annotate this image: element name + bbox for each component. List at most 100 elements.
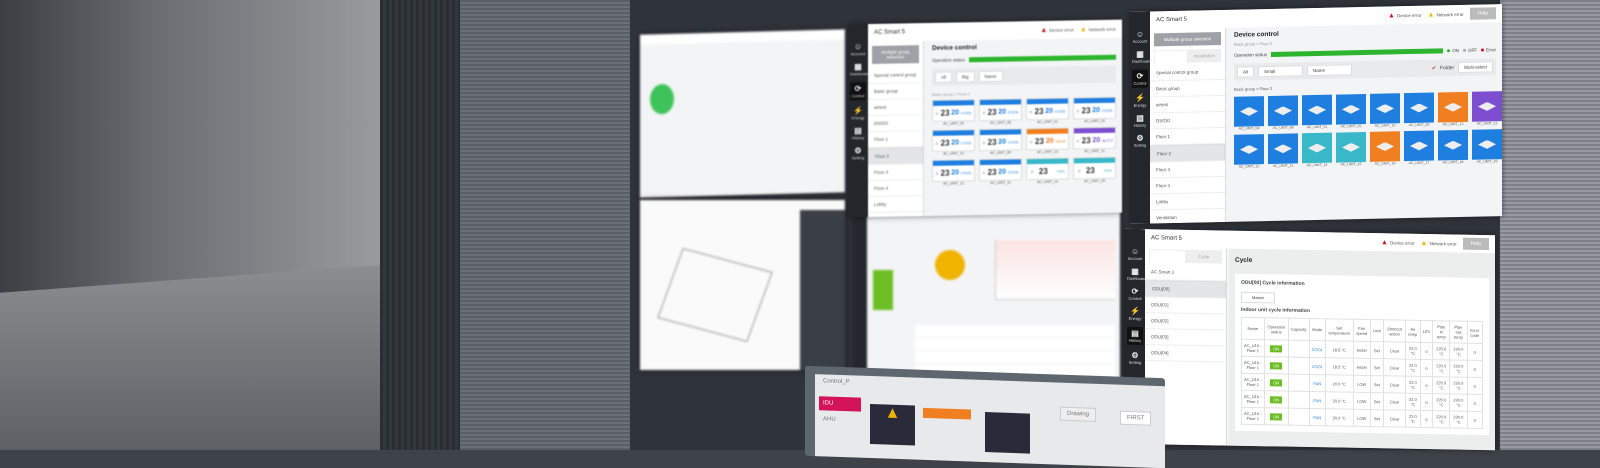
device-card[interactable]: ☺ 23 20 COOL AC_UNIT_04 [932,99,975,126]
device-error-button[interactable]: Device error [1396,12,1422,18]
controller-dropdown[interactable]: AC Smart 1 [1145,264,1226,282]
multi-select-button[interactable]: Multi-select [1458,61,1493,74]
tab-group[interactable]: Group [1154,49,1188,64]
monitor-menu-ahu[interactable]: AHU [823,416,836,423]
network-error-button[interactable]: Network error [1429,240,1457,247]
drawing-button[interactable]: Drawing [1060,406,1097,422]
device-tile[interactable]: AC_UNIT_11 [1472,91,1502,126]
device-card[interactable]: ☺ 23 20 COOL AC_UNIT_08 [979,98,1022,125]
filter-sort-select[interactable]: Name [1307,64,1353,77]
device-error-label[interactable]: Device error [1049,26,1074,33]
device-card[interactable]: ☺ 23 FAN AC_UNIT_14 [1026,157,1069,185]
group-item[interactable]: Basic group [868,83,923,101]
network-error-label[interactable]: Network error [1088,26,1116,32]
sidebar-item-energy[interactable]: ⚡ Energy [850,106,866,120]
device-card[interactable]: ☺ 23 20 AUTO AC_UNIT_11 [1073,126,1116,154]
filter-size-select[interactable]: Big [956,71,975,83]
group-item[interactable]: Basic group [1150,79,1225,98]
device-tile[interactable]: AC_UNIT_18 [1438,129,1468,165]
group-item[interactable]: airtest [1150,95,1225,114]
sidebar-item-setting[interactable]: ⚙ Setting [1132,134,1148,148]
device-tile[interactable]: AC_UNIT_19 [1472,129,1502,164]
sidebar-item-dashboard[interactable]: ▦ Dashboard [1127,267,1147,281]
group-item[interactable]: Floor 4 [1150,176,1225,195]
help-button[interactable]: Help [1469,7,1496,20]
tab-installation[interactable]: Installation [1187,48,1221,63]
tab-odu[interactable]: ODU [1149,249,1186,263]
odu-item[interactable]: ODU[02] [1145,313,1226,331]
device-card[interactable]: ☺ 23 20 COOL AC_UNIT_05 [979,128,1022,155]
network-error-button[interactable]: Network error [1436,11,1464,17]
group-item[interactable]: Special control group [1150,63,1225,82]
sidebar-item-energy[interactable]: ⚡ Energy [1132,94,1148,108]
tab-master[interactable]: Master [1241,291,1276,304]
device-tile[interactable]: AC_UNIT_14 [1302,132,1332,168]
device-card[interactable]: ☺ 23 20 HEAT AC_UNIT_13 [1026,127,1069,155]
device-tile[interactable]: AC_UNIT_17 [1404,130,1434,166]
group-item[interactable]: Special control group [868,67,923,85]
sidebar-item-control[interactable]: ⟳ Control [1132,69,1148,88]
table-cell: 220.0 °C [1432,342,1450,360]
multi-group-button[interactable]: Multiple group selection [872,45,919,64]
sidebar-item-account[interactable]: ☺ Account [850,42,866,56]
group-item[interactable]: Ventilation [1150,208,1225,224]
group-item[interactable]: Floor 2 [868,147,923,166]
monitor-menu-idu[interactable]: IDU [819,396,861,412]
sidebar-item-dashboard[interactable]: ▦ Dashboard [1132,50,1152,64]
device-tile[interactable]: AC_UNIT_02 [1336,93,1366,129]
device-tile[interactable]: AC_UNIT_13 [1438,91,1468,127]
sidebar-item-history[interactable]: ▤ History [1132,114,1148,128]
sidebar-item-energy[interactable]: ⚡ Energy [1127,307,1143,321]
sidebar-item-history[interactable]: ▤ History [1127,326,1143,346]
group-item[interactable]: Lobby [1150,192,1225,211]
device-card[interactable]: ☺ 23 20 COOL AC_UNIT_11 [979,158,1022,185]
device-tile[interactable]: AC_UNIT_08 [1268,95,1298,130]
filter-size-select[interactable]: Small [1258,65,1304,78]
group-item[interactable]: Floor 2 [1150,143,1225,163]
device-tile[interactable]: AC_UNIT_01 [1302,94,1332,130]
floor-select[interactable]: FIRST [1120,410,1152,426]
device-error-button[interactable]: Device error [1389,239,1415,246]
sidebar-item-history[interactable]: ▤ History [850,126,866,140]
device-tile[interactable]: AC_UNIT_05 [1404,92,1434,128]
odu-item[interactable]: ODU[01] [1145,297,1226,315]
odu-item[interactable]: ODU[04] [1145,345,1226,363]
group-item[interactable]: DS/DO [1150,111,1225,130]
column-header: Operation status [1264,317,1289,341]
device-card[interactable]: ☺ 23 20 COOL AC_UNIT_10 [932,129,975,156]
filter-all-select[interactable]: All [1237,66,1255,78]
sidebar-item-setting[interactable]: ⚙ Setting [850,146,866,160]
group-item[interactable]: Floor 3 [868,164,923,182]
device-card[interactable]: ☺ 23 20 COOL AC_UNIT_12 [932,159,975,186]
filter-sort-select[interactable]: Name [978,70,1003,83]
device-tile[interactable]: AC_UNIT_15 [1336,131,1366,167]
sidebar-item-setting[interactable]: ⚙ Setting [1127,351,1143,365]
group-item[interactable]: Floor 4 [868,180,923,198]
device-card[interactable]: ☺ 23 20 COOL AC_UNIT_01 [1026,97,1069,125]
device-tile[interactable]: AC_UNIT_12 [1234,134,1264,169]
tab-cycle[interactable]: Cycle [1185,249,1222,264]
help-button[interactable]: Help [1462,237,1489,251]
odu-item[interactable]: ODU[00] [1145,280,1226,299]
multi-group-button[interactable]: Multiple group selection [1154,31,1221,47]
group-item[interactable]: Floor 1 [868,131,923,149]
filter-all-select[interactable]: All [935,71,953,83]
sidebar-item-dashboard[interactable]: ▦ Dashboard [850,62,870,76]
sidebar-item-control[interactable]: ⟳ Control [850,82,866,101]
device-card[interactable]: ☺ 23 20 COOL AC_UNIT_02 [1073,96,1116,124]
device-tile[interactable]: AC_UNIT_11 [1268,133,1298,168]
sidebar-item-account[interactable]: ☺ Account [1132,30,1148,44]
group-item[interactable]: Floor 3 [1150,160,1225,179]
group-item[interactable]: DS/DO [868,115,923,133]
odu-item[interactable]: ODU[03] [1145,329,1226,347]
group-item[interactable]: airtest [868,99,923,117]
device-tile[interactable]: AC_UNIT_16 [1370,131,1400,166]
group-item[interactable]: Lobby [868,196,923,214]
device-tile[interactable]: AC_UNIT_10 [1370,93,1400,128]
device-tile[interactable]: AC_UNIT_04 [1234,96,1264,131]
device-card[interactable]: ☺ 23 FAN AC_UNIT_15 [1073,156,1116,184]
sidebar-item-control[interactable]: ⟳ Control [1127,287,1143,301]
group-item[interactable]: Floor 1 [1150,127,1225,146]
folder-toggle[interactable]: Folder [1440,64,1455,71]
sidebar-item-account[interactable]: ☺ Account [1127,247,1143,261]
